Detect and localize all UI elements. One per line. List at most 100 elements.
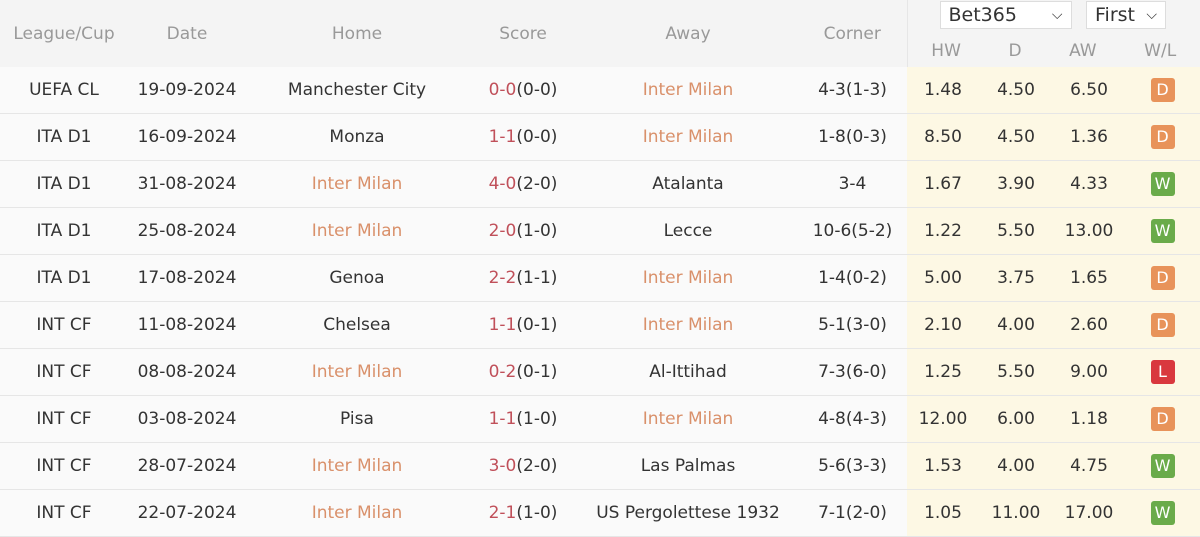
league[interactable]: INT CF <box>0 489 128 537</box>
header-d: D <box>1008 41 1022 61</box>
odds-d: 3.75 <box>979 254 1053 302</box>
odds-type-select[interactable]: First ⌵ <box>1086 1 1166 29</box>
odds-hw: 1.53 <box>907 442 979 490</box>
score-fulltime: 4-0 <box>488 174 517 194</box>
score-halftime: (1-1) <box>516 268 558 288</box>
header-wl: W/L <box>1144 41 1177 61</box>
odds-aw: 2.60 <box>1053 301 1125 349</box>
result-badge: L <box>1150 360 1175 384</box>
odds-hw: 1.67 <box>907 160 979 208</box>
odds-d: 5.50 <box>979 207 1053 255</box>
odds-header: Bet365 ⌵ First ⌵ HW D AW W/L <box>906 0 1200 67</box>
date: 31-08-2024 <box>128 160 246 208</box>
result-badge: D <box>1150 78 1175 102</box>
table-row: INT CF 11-08-2024 Chelsea 1-1(0-1) Inter… <box>0 301 1200 349</box>
corner: 10-6(5-2) <box>798 207 907 255</box>
odds-hw: 8.50 <box>907 113 979 161</box>
score: 0-2(0-1) <box>468 348 578 396</box>
home-team[interactable]: Inter Milan <box>246 442 468 490</box>
odds-aw: 4.33 <box>1053 160 1125 208</box>
league[interactable]: INT CF <box>0 442 128 490</box>
result: W <box>1125 442 1200 490</box>
odds-aw: 17.00 <box>1053 489 1125 537</box>
result: W <box>1125 207 1200 255</box>
result: D <box>1125 113 1200 161</box>
header-aw: AW <box>1069 41 1097 61</box>
date: 25-08-2024 <box>128 207 246 255</box>
away-team[interactable]: Inter Milan <box>578 113 798 161</box>
away-team[interactable]: Inter Milan <box>578 301 798 349</box>
odds-hw: 5.00 <box>907 254 979 302</box>
odds-aw: 1.36 <box>1053 113 1125 161</box>
result: D <box>1125 254 1200 302</box>
league[interactable]: ITA D1 <box>0 254 128 302</box>
result-badge: W <box>1150 454 1175 478</box>
league[interactable]: ITA D1 <box>0 207 128 255</box>
table-row: INT CF 28-07-2024 Inter Milan 3-0(2-0) L… <box>0 442 1200 490</box>
league[interactable]: ITA D1 <box>0 113 128 161</box>
corner: 4-3(1-3) <box>798 67 907 114</box>
result-badge: D <box>1150 407 1175 431</box>
odds-d: 4.50 <box>979 67 1053 114</box>
away-team[interactable]: Las Palmas <box>578 442 798 490</box>
odds-hw: 1.48 <box>907 67 979 114</box>
home-team[interactable]: Manchester City <box>246 67 468 114</box>
table-row: UEFA CL 19-09-2024 Manchester City 0-0(0… <box>0 67 1200 114</box>
date: 22-07-2024 <box>128 489 246 537</box>
odds-hw: 1.25 <box>907 348 979 396</box>
home-team[interactable]: Chelsea <box>246 301 468 349</box>
header-score: Score <box>468 0 578 67</box>
score-fulltime: 2-1 <box>488 503 517 523</box>
table-row: INT CF 03-08-2024 Pisa 1-1(1-0) Inter Mi… <box>0 395 1200 443</box>
odds-d: 4.50 <box>979 113 1053 161</box>
score: 1-1(0-0) <box>468 113 578 161</box>
away-team[interactable]: Inter Milan <box>578 67 798 114</box>
home-team[interactable]: Inter Milan <box>246 160 468 208</box>
table-row: ITA D1 16-09-2024 Monza 1-1(0-0) Inter M… <box>0 113 1200 161</box>
away-team[interactable]: Inter Milan <box>578 395 798 443</box>
league[interactable]: INT CF <box>0 395 128 443</box>
league[interactable]: UEFA CL <box>0 67 128 114</box>
result-badge: D <box>1150 313 1175 337</box>
score-halftime: (1-0) <box>516 409 558 429</box>
table-row: ITA D1 31-08-2024 Inter Milan 4-0(2-0) A… <box>0 160 1200 208</box>
league[interactable]: INT CF <box>0 301 128 349</box>
corner: 3-4 <box>798 160 907 208</box>
score-fulltime: 1-1 <box>488 315 517 335</box>
league[interactable]: INT CF <box>0 348 128 396</box>
score: 1-1(0-1) <box>468 301 578 349</box>
result: W <box>1125 489 1200 537</box>
away-team[interactable]: US Pergolettese 1932 <box>578 489 798 537</box>
home-team[interactable]: Pisa <box>246 395 468 443</box>
corner: 7-3(6-0) <box>798 348 907 396</box>
header-hw: HW <box>931 41 961 61</box>
score-fulltime: 0-2 <box>488 362 517 382</box>
away-team[interactable]: Inter Milan <box>578 254 798 302</box>
league[interactable]: ITA D1 <box>0 160 128 208</box>
header-corner: Corner <box>798 0 907 67</box>
home-team[interactable]: Genoa <box>246 254 468 302</box>
corner: 5-6(3-3) <box>798 442 907 490</box>
bookmaker-select[interactable]: Bet365 ⌵ <box>939 1 1072 29</box>
table-row: INT CF 08-08-2024 Inter Milan 0-2(0-1) A… <box>0 348 1200 396</box>
away-team[interactable]: Lecce <box>578 207 798 255</box>
score-fulltime: 2-2 <box>488 268 517 288</box>
away-team[interactable]: Atalanta <box>578 160 798 208</box>
home-team[interactable]: Monza <box>246 113 468 161</box>
odds-d: 4.00 <box>979 442 1053 490</box>
score-halftime: (0-1) <box>516 362 558 382</box>
score: 2-2(1-1) <box>468 254 578 302</box>
result: W <box>1125 160 1200 208</box>
score-halftime: (0-1) <box>516 315 558 335</box>
result: L <box>1125 348 1200 396</box>
away-team[interactable]: Al-Ittihad <box>578 348 798 396</box>
score: 2-1(1-0) <box>468 489 578 537</box>
odds-hw: 12.00 <box>907 395 979 443</box>
home-team[interactable]: Inter Milan <box>246 207 468 255</box>
date: 19-09-2024 <box>128 67 246 114</box>
home-team[interactable]: Inter Milan <box>246 489 468 537</box>
odds-d: 11.00 <box>979 489 1053 537</box>
score-halftime: (2-0) <box>516 174 558 194</box>
home-team[interactable]: Inter Milan <box>246 348 468 396</box>
corner: 5-1(3-0) <box>798 301 907 349</box>
